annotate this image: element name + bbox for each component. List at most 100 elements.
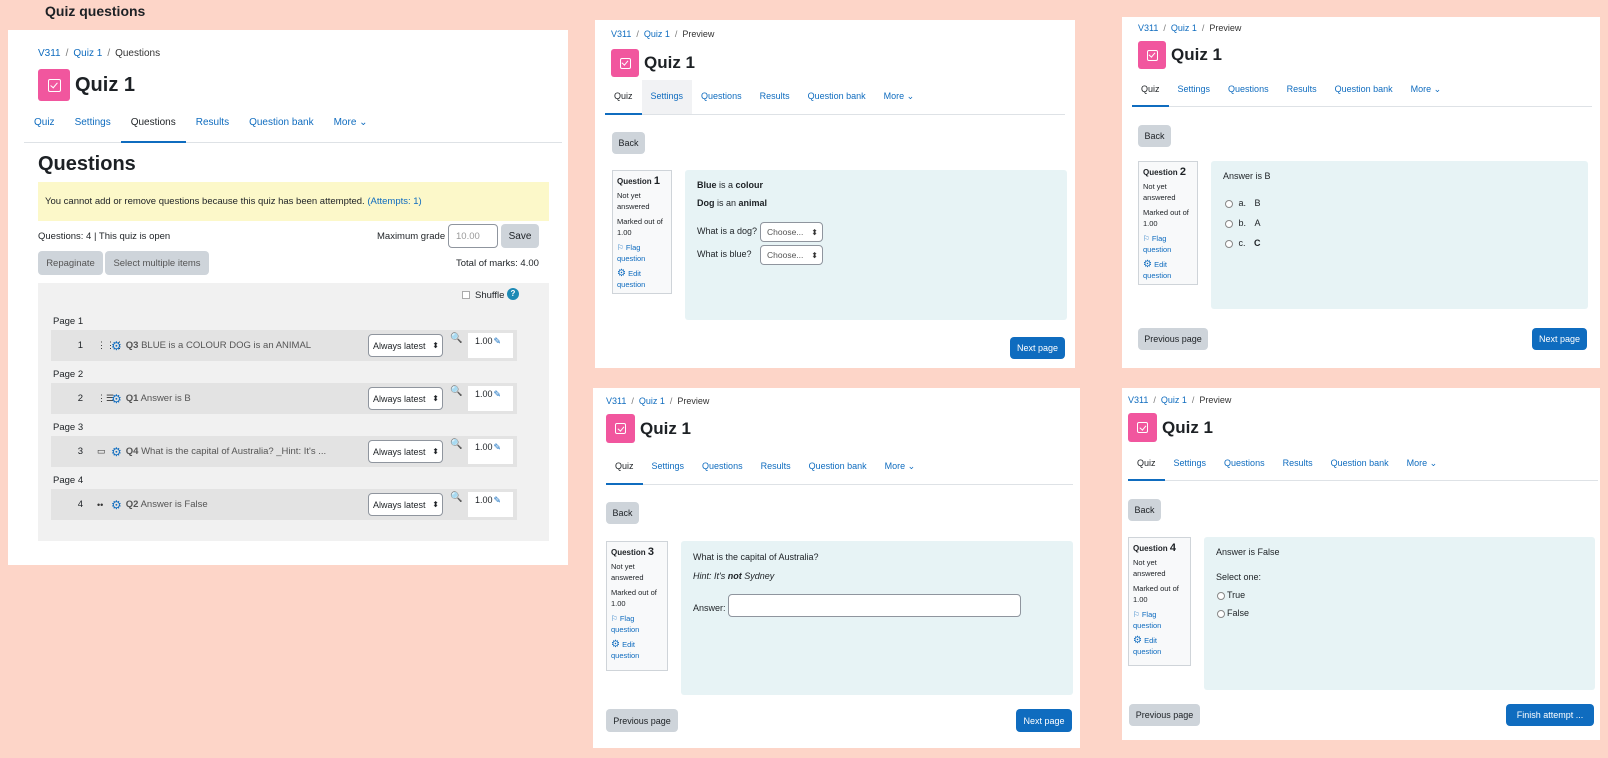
breadcrumb-course[interactable]: V311 (1138, 23, 1159, 33)
tab-questions[interactable]: Questions (120, 106, 186, 143)
tab-more[interactable]: More ⌄ (884, 461, 916, 471)
tab-settings[interactable]: Settings (651, 461, 685, 471)
breadcrumb-quiz[interactable]: Quiz 1 (1160, 395, 1187, 405)
breadcrumb-course[interactable]: V311 (38, 48, 61, 59)
tab-questions[interactable]: Questions (1224, 458, 1265, 468)
save-button[interactable]: Save (501, 224, 539, 248)
question-text[interactable]: Q2 Answer is False (125, 499, 208, 510)
version-select[interactable]: Always latest (368, 387, 443, 410)
mark-field[interactable]: 1.00✎ (468, 439, 513, 464)
version-select[interactable]: Always latest (368, 493, 443, 516)
pencil-icon[interactable]: ✎ (493, 495, 502, 505)
preview-magnify-icon[interactable]: 🔍 (450, 492, 463, 503)
answer-input[interactable] (728, 594, 1021, 617)
edit-question[interactable]: ⚙ Edit question (617, 268, 646, 289)
edit-question[interactable]: ⚙ Edit question (1133, 635, 1162, 656)
gear-icon[interactable]: ⚙ (111, 444, 122, 459)
question-text[interactable]: Q4 What is the capital of Australia? _Hi… (125, 446, 327, 457)
preview-magnify-icon[interactable]: 🔍 (450, 386, 463, 397)
radio-b[interactable] (1225, 219, 1233, 228)
tab-results[interactable]: Results (195, 117, 230, 128)
shuffle-checkbox[interactable] (462, 291, 470, 299)
breadcrumb-course[interactable]: V311 (606, 396, 627, 406)
pencil-icon[interactable]: ✎ (493, 336, 502, 346)
gear-icon[interactable]: ⚙ (111, 391, 122, 406)
tab-quiz[interactable]: Quiz (34, 117, 55, 128)
version-select[interactable]: Always latest (368, 334, 443, 357)
tab-more[interactable]: More ⌄ (333, 117, 368, 128)
tab-settings[interactable]: Settings (1177, 84, 1211, 94)
tab-results[interactable]: Results (759, 91, 790, 101)
back-button[interactable]: Back (1128, 499, 1161, 521)
breadcrumb-quiz[interactable]: Quiz 1 (643, 29, 670, 39)
option-false[interactable]: False (1217, 608, 1249, 618)
gear-icon[interactable]: ⚙ (111, 497, 122, 512)
option-a[interactable]: a. B (1225, 198, 1261, 208)
breadcrumb-course[interactable]: V311 (611, 29, 632, 39)
option-b[interactable]: b. A (1225, 218, 1261, 228)
question-text[interactable]: Q1 Answer is B (125, 393, 191, 404)
back-button[interactable]: Back (606, 502, 639, 524)
next-page-button[interactable]: Next page (1016, 709, 1072, 732)
breadcrumb-quiz[interactable]: Quiz 1 (73, 48, 103, 59)
select-multiple-button[interactable]: Select multiple items (105, 251, 209, 275)
tab-settings[interactable]: Settings (1173, 458, 1207, 468)
preview-magnify-icon[interactable]: 🔍 (450, 439, 463, 450)
tab-question-bank[interactable]: Question bank (1334, 84, 1393, 94)
tab-results[interactable]: Results (1286, 84, 1317, 94)
tab-results[interactable]: Results (1282, 458, 1313, 468)
tab-question-bank[interactable]: Question bank (249, 117, 314, 128)
preview-magnify-icon[interactable]: 🔍 (450, 333, 463, 344)
tab-more[interactable]: More ⌄ (1406, 458, 1438, 468)
mark-field[interactable]: 1.00✎ (468, 333, 513, 358)
option-true[interactable]: True (1217, 590, 1245, 600)
radio-c[interactable] (1225, 239, 1233, 248)
tab-quiz[interactable]: Quiz (1132, 73, 1169, 107)
previous-page-button[interactable]: Previous page (606, 709, 678, 732)
help-icon[interactable]: ? (507, 288, 519, 300)
back-button[interactable]: Back (1138, 125, 1171, 147)
breadcrumb-course[interactable]: V311 (1128, 395, 1149, 405)
mark-field[interactable]: 1.00✎ (468, 492, 513, 517)
tab-quiz[interactable]: Quiz (605, 80, 642, 115)
tab-question-bank[interactable]: Question bank (807, 91, 866, 101)
next-page-button[interactable]: Next page (1532, 328, 1587, 350)
radio-false[interactable] (1217, 609, 1225, 618)
finish-attempt-button[interactable]: Finish attempt ... (1506, 704, 1594, 726)
tab-question-bank[interactable]: Question bank (808, 461, 867, 471)
repaginate-button[interactable]: Repaginate (38, 251, 103, 275)
flag-question[interactable]: ⚐ Flag question (1143, 234, 1172, 254)
edit-question[interactable]: ⚙ Edit question (1143, 259, 1172, 280)
tab-quiz[interactable]: Quiz (1128, 447, 1165, 481)
flag-question[interactable]: ⚐ Flag question (617, 243, 646, 263)
breadcrumb-quiz[interactable]: Quiz 1 (1170, 23, 1197, 33)
version-select[interactable]: Always latest (368, 440, 443, 463)
breadcrumb-quiz[interactable]: Quiz 1 (638, 396, 665, 406)
pencil-icon[interactable]: ✎ (493, 442, 502, 452)
radio-a[interactable] (1225, 199, 1233, 208)
tab-settings[interactable]: Settings (641, 80, 693, 114)
max-grade-input[interactable]: 10.00 (448, 224, 498, 248)
tab-questions[interactable]: Questions (702, 461, 743, 471)
tab-more[interactable]: More ⌄ (883, 91, 915, 101)
question-text[interactable]: Q3 BLUE is a COLOUR DOG is an ANIMAL (125, 340, 312, 351)
blue-select[interactable]: Choose... (760, 245, 823, 265)
gear-icon[interactable]: ⚙ (111, 338, 122, 353)
back-button[interactable]: Back (612, 132, 645, 154)
option-c[interactable]: c. C (1225, 238, 1261, 248)
dog-select[interactable]: Choose... (760, 222, 823, 242)
flag-question[interactable]: ⚐ Flag question (611, 614, 640, 634)
previous-page-button[interactable]: Previous page (1129, 704, 1200, 726)
mark-field[interactable]: 1.00✎ (468, 386, 513, 411)
tab-more[interactable]: More ⌄ (1410, 84, 1442, 94)
previous-page-button[interactable]: Previous page (1138, 328, 1208, 350)
next-page-button[interactable]: Next page (1010, 337, 1065, 359)
tab-question-bank[interactable]: Question bank (1330, 458, 1389, 468)
attempts-link[interactable]: (Attempts: 1) (367, 196, 422, 207)
radio-true[interactable] (1217, 591, 1225, 600)
flag-question[interactable]: ⚐ Flag question (1133, 610, 1162, 630)
tab-questions[interactable]: Questions (1228, 84, 1269, 94)
tab-results[interactable]: Results (760, 461, 791, 471)
pencil-icon[interactable]: ✎ (493, 389, 502, 399)
tab-quiz[interactable]: Quiz (606, 450, 643, 485)
